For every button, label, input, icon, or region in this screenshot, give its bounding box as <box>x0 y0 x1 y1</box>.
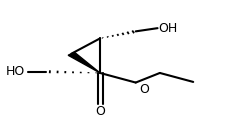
Text: HO: HO <box>6 65 25 78</box>
Polygon shape <box>68 52 100 73</box>
Text: O: O <box>138 83 148 96</box>
Text: OH: OH <box>158 22 177 35</box>
Text: O: O <box>95 105 104 118</box>
